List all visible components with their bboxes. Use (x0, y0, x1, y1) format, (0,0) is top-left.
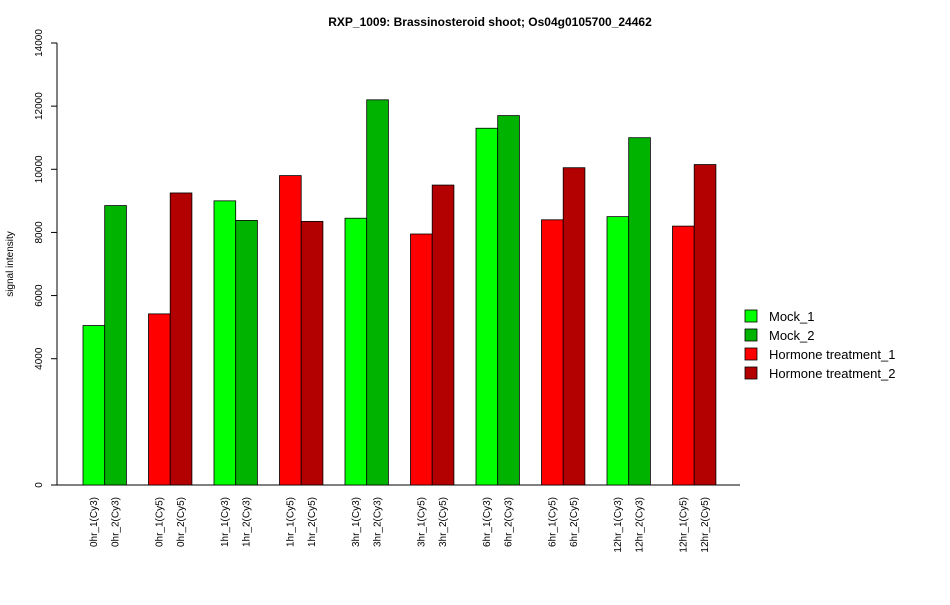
x-tick-label: 1hr_2(Cy3) (242, 497, 253, 547)
x-tick-label: 12hr_2(Cy3) (635, 497, 646, 553)
bar (606, 216, 630, 486)
x-tick-label: 1hr_1(Cy5) (285, 497, 296, 547)
bar (279, 175, 302, 486)
x-tick-label: 12hr_1(Cy5) (678, 497, 689, 553)
y-tick-label: 14000 (34, 29, 45, 57)
legend-label: Hormone treatment_1 (769, 347, 895, 362)
bar (104, 205, 127, 486)
bar (213, 200, 237, 486)
legend-swatch (744, 347, 758, 361)
legend-swatch (744, 309, 758, 323)
y-tick-label: 6000 (34, 284, 45, 307)
x-tick-label: 0hr_2(Cy5) (176, 497, 187, 547)
y-tick-label: 0 (34, 482, 45, 488)
y-tick-label: 4000 (34, 347, 45, 370)
bar (628, 137, 651, 486)
x-tick-label: 6hr_1(Cy3) (482, 497, 493, 547)
y-tick-label: 10000 (34, 155, 45, 183)
x-tick-label: 0hr_1(Cy3) (89, 497, 100, 547)
x-tick-label: 3hr_1(Cy5) (416, 497, 427, 547)
legend-swatch (744, 328, 758, 342)
bar (431, 184, 455, 486)
bar (82, 325, 106, 486)
bar (148, 313, 171, 486)
legend: Mock_1 Mock_2 Hormone treatment_1 Hormone t… (744, 309, 895, 381)
bar (475, 127, 499, 486)
x-tick-label: 12hr_2(Cy5) (700, 497, 711, 553)
bar (497, 115, 520, 486)
legend-label: Mock_2 (769, 328, 815, 343)
x-tick-label: 6hr_2(Cy5) (569, 497, 580, 547)
x-tick-label: 1hr_2(Cy5) (307, 497, 318, 547)
bar (300, 220, 324, 486)
legend-swatch (744, 366, 758, 380)
x-tick-label: 12hr_1(Cy3) (613, 497, 624, 553)
x-tick-label: 1hr_1(Cy3) (220, 497, 231, 547)
x-tick-label: 3hr_1(Cy3) (351, 497, 362, 547)
legend-label: Hormone treatment_2 (769, 366, 895, 381)
chart-title: RXP_1009: Brassinosteroid shoot; Os04g01… (328, 15, 652, 29)
bar (366, 99, 389, 486)
bar (693, 164, 717, 486)
bar (541, 219, 564, 486)
y-axis-label: signal intensity (5, 231, 16, 297)
bar (672, 225, 695, 486)
x-tick-label: 0hr_2(Cy3) (111, 497, 122, 547)
bars-group (82, 99, 717, 486)
bar (344, 217, 368, 486)
x-tick-label: 6hr_1(Cy5) (547, 497, 558, 547)
legend-label: Mock_1 (769, 309, 815, 324)
x-tick-label: 6hr_2(Cy3) (504, 497, 515, 547)
bar (169, 192, 193, 486)
bar (235, 220, 258, 486)
y-tick-label: 8000 (34, 221, 45, 244)
x-tick-label: 0hr_1(Cy5) (154, 497, 165, 547)
y-tick-label: 12000 (34, 92, 45, 120)
bar (410, 233, 433, 486)
bar (562, 167, 586, 486)
x-tick-labels: 0hr_1(Cy3) 0hr_2(Cy3) 0hr_1(Cy5) 0hr_2(Cy5)… (89, 497, 711, 553)
x-tick-label: 3hr_2(Cy3) (373, 497, 384, 547)
x-tick-label: 3hr_2(Cy5) (438, 497, 449, 547)
